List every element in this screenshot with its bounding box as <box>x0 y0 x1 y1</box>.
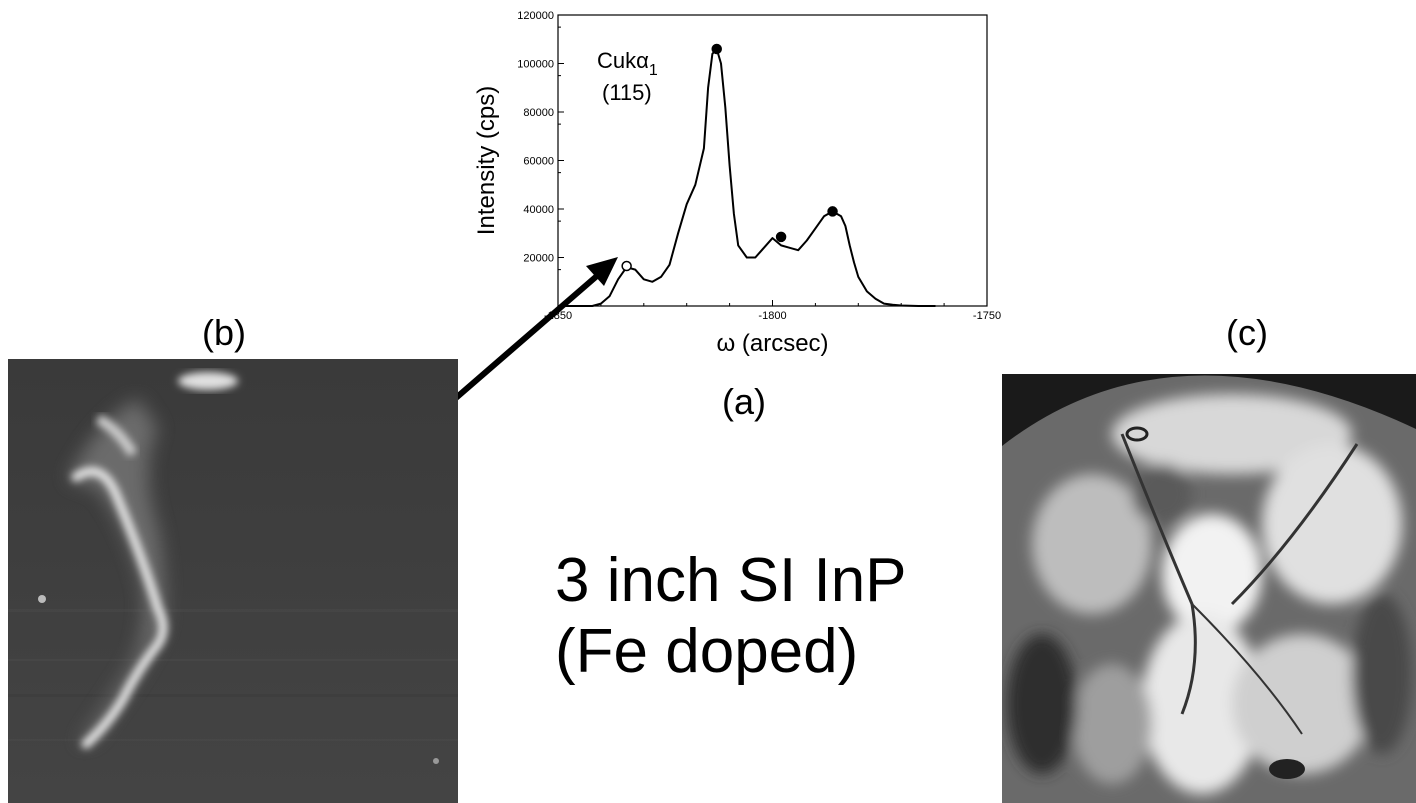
rocking-curve-line <box>558 47 936 307</box>
annotation-subscript: 1 <box>649 62 658 79</box>
caption-line-1: 3 inch SI InP <box>555 546 907 615</box>
peak-marker-open <box>621 260 632 272</box>
y-axis-title: Intensity (cps) <box>473 86 500 235</box>
y-tick-label: 100000 <box>517 59 554 71</box>
x-tick-label: -1750 <box>973 310 1001 322</box>
annotation-line-1: Cukα1 <box>597 48 658 79</box>
y-tick-label: 40000 <box>523 204 554 216</box>
x-axis-title: ω (arcsec) <box>716 330 828 357</box>
x-tick-label: -1800 <box>758 310 786 322</box>
xray-topograph-b <box>8 359 458 803</box>
y-tick-label: 80000 <box>523 107 554 119</box>
xray-topograph-c <box>1002 374 1416 803</box>
panel-label-a: (a) <box>722 381 766 422</box>
caption-line-2: (Fe doped) <box>555 617 859 687</box>
peak-marker-filled <box>775 231 787 243</box>
annotation-line-2: (115) <box>602 80 652 105</box>
panel-label-b: (b) <box>202 312 246 353</box>
y-tick-label: 20000 <box>523 253 554 265</box>
y-tick-label: 120000 <box>517 10 554 22</box>
y-tick-label: 60000 <box>523 156 554 168</box>
panel-label-c: (c) <box>1226 312 1268 353</box>
sample-caption: 3 inch SI InP (Fe doped) <box>555 545 907 688</box>
peak-marker-filled <box>827 206 838 217</box>
peak-marker-filled <box>711 43 722 55</box>
